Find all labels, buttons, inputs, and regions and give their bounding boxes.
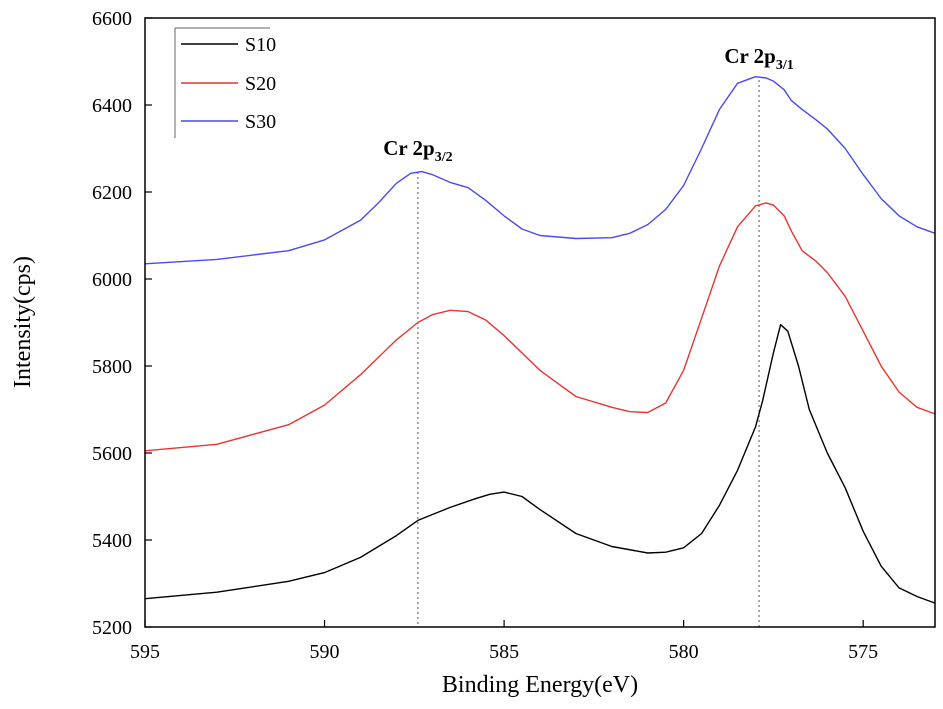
x-tick-label-585: 585 (489, 641, 519, 663)
plot-frame (144, 17, 936, 628)
legend-label-s20: S20 (245, 73, 276, 95)
annotation-main-text: Cr 2p (383, 136, 435, 160)
y-tick-label-5800: 5800 (92, 356, 132, 378)
y-tick-label-5400: 5400 (92, 530, 132, 552)
y-tick-label-6000: 6000 (92, 269, 132, 291)
series-lines (144, 76, 936, 604)
legend: S10 S20 S30 (174, 27, 276, 138)
peak-annotations: Cr 2p3/2 Cr 2p3/1 (383, 44, 794, 165)
y-tick-label-5200: 5200 (92, 617, 132, 639)
series-line-s30 (144, 76, 936, 265)
annotation-cr-2p-3-1: Cr 2p3/1 (724, 44, 793, 73)
legend-label-s30: S30 (245, 111, 276, 133)
series-line-s20 (144, 202, 936, 452)
annotation-subscript: 3/2 (435, 150, 453, 165)
y-tick-label-6200: 6200 (92, 182, 132, 204)
x-tick-label-580: 580 (669, 641, 699, 663)
y-tick-label-5600: 5600 (92, 443, 132, 465)
y-tick-label-6600: 6600 (92, 8, 132, 30)
guide-lines (417, 80, 760, 627)
annotation-main-text: Cr 2p (724, 44, 776, 68)
annotation-subscript: 3/1 (776, 58, 794, 73)
legend-label-s10: S10 (245, 34, 276, 56)
annotation-cr-2p-3-2: Cr 2p3/2 (383, 136, 452, 165)
x-tick-label-590: 590 (310, 641, 340, 663)
x-tick-label-575: 575 (848, 641, 878, 663)
series-line-s10 (144, 324, 936, 604)
y-axis-title: Intensity(cps) (10, 256, 36, 388)
x-axis-title: Binding Energy(eV) (442, 672, 638, 698)
y-tick-label-6400: 6400 (92, 95, 132, 117)
x-tick-label-595: 595 (130, 641, 160, 663)
axes: 595 590 585 580 575 5200 5400 5600 5800 6000 6200 6… (92, 8, 878, 663)
